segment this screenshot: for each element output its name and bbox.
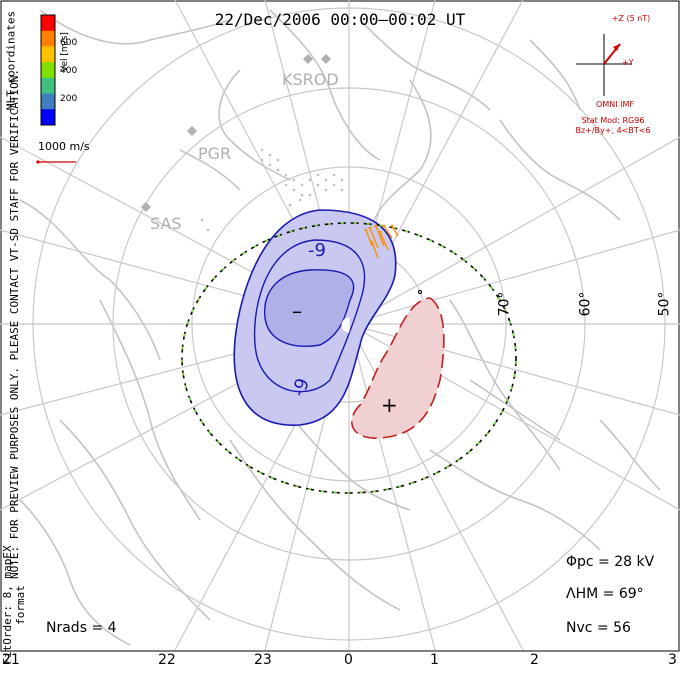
neg-contour-label: -9 <box>308 240 326 261</box>
imf-model: Stat Mod: RG96 <box>581 116 645 125</box>
pole-marker <box>341 317 350 333</box>
mlt-tick-23: 23 <box>254 652 272 668</box>
num-vectors: Nvc = 56 <box>566 620 631 636</box>
coastlines <box>19 9 661 646</box>
plot-border <box>0 0 680 652</box>
imf-z-label: +Z (5 nT) <box>611 14 651 23</box>
colorbar-segment <box>41 15 55 32</box>
latitude-label-60: 60° <box>577 291 594 317</box>
colorbar-segment <box>41 93 55 110</box>
pos-center-symbol: + <box>381 393 398 417</box>
station-label-pgr: PGR <box>198 144 232 163</box>
reference-vector-origin <box>36 160 40 164</box>
mlt-tick-22: 22 <box>158 652 176 668</box>
station-label-sas: SAS <box>150 214 182 233</box>
cross-polar-potential: Φpc = 28 kV <box>566 554 655 570</box>
hmb-latitude: ΛHM = 69° <box>566 586 644 602</box>
colorbar-tick-400: 400 <box>60 66 78 76</box>
station-markers <box>141 54 331 212</box>
colorbar-frame <box>40 14 56 126</box>
mlt-tick-1: 1 <box>430 652 439 668</box>
mlt-tick-2: 2 <box>530 652 539 668</box>
colorbar-segment <box>41 30 55 47</box>
mlt-tick-21: 21 <box>2 652 20 668</box>
mlt-tick-0: 0 <box>344 652 353 668</box>
colorbar-segment <box>41 77 55 95</box>
imf-y-label: +Y <box>622 58 634 67</box>
colorbar-segment <box>41 62 55 79</box>
colorbar-segment <box>41 109 55 126</box>
neg-center-symbol: – <box>292 299 302 323</box>
latitude-label-70: 70° <box>496 291 513 317</box>
num-radars: Nrads = 4 <box>46 620 117 636</box>
colorbar-tick-200: 200 <box>60 94 78 104</box>
mlt-tick-3: 3 <box>668 652 677 668</box>
colorbar <box>41 15 55 126</box>
small-circle-marker <box>417 289 423 295</box>
reference-vector-label: 1000 m/s <box>38 140 90 153</box>
colorbar-tick-600: 600 <box>60 38 78 48</box>
map-title: 22/Dec/2006 00:00–00:02 UT <box>214 10 466 29</box>
imf-bin: Bz+/By+, 4<BT<6 <box>575 126 651 135</box>
station-label-ksrod: KSROD <box>282 70 339 89</box>
hmb-fitted-points <box>181 222 517 494</box>
imf-source: OMNI IMF <box>596 100 634 109</box>
coordinate-system-label: MLT coordinates <box>4 10 18 111</box>
velocity-vectors <box>365 225 399 259</box>
imf-dial <box>576 34 632 96</box>
latitude-label-50: 50° <box>656 291 673 317</box>
radar-fov-dots <box>200 148 344 232</box>
positive-cell <box>351 297 445 439</box>
velocity-points <box>364 224 394 244</box>
negative-cell <box>233 209 397 426</box>
colorbar-segment <box>41 46 55 63</box>
